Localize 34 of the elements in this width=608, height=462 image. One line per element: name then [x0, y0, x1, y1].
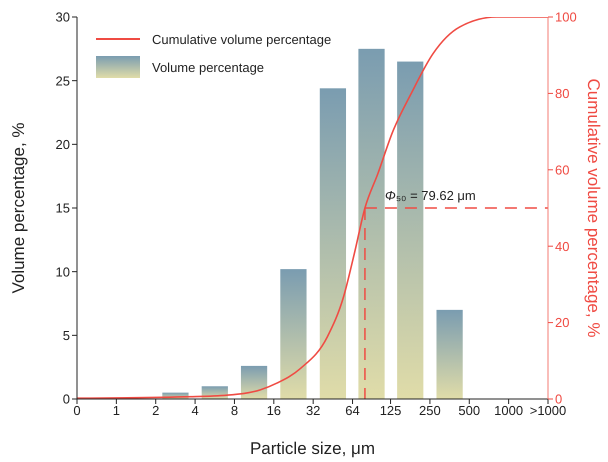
x-tick-label: 1 — [112, 403, 120, 418]
x-tick-label: 500 — [458, 403, 480, 418]
y-tick-label: 0 — [62, 392, 70, 407]
x-tick-label: 32 — [306, 403, 320, 418]
y-tick-label: 10 — [56, 264, 70, 280]
y2-tick-label: 40 — [555, 238, 570, 254]
y-tick-label: 5 — [62, 328, 70, 343]
y2-tick-label: 80 — [555, 86, 570, 102]
y-tick-label: 30 — [56, 10, 70, 25]
y2-tick-label: 100 — [555, 10, 577, 25]
legend-label: Volume percentage — [152, 60, 264, 74]
x-tick-label: 125 — [380, 403, 402, 418]
x-tick-label: 2 — [152, 403, 160, 418]
y2-tick-label: 20 — [555, 315, 570, 330]
y-axis-title: Volume percentage, % — [9, 122, 28, 294]
y-tick-label: 25 — [56, 73, 70, 88]
x-tick-label: 0 — [73, 403, 81, 418]
y2-axis-title: Cumulative volume percentage, % — [584, 78, 603, 338]
bar — [240, 366, 268, 399]
x-tick-label: 16 — [266, 403, 282, 418]
x-tick-label: 250 — [419, 403, 441, 418]
bar — [397, 62, 424, 399]
x-axis-title: Particle size, μm — [250, 439, 376, 458]
bar — [436, 310, 463, 399]
x-tick-label: 1000 — [494, 403, 524, 418]
legend-label: Cumulative volume percentage — [152, 32, 332, 46]
y-tick-label: 15 — [56, 200, 70, 216]
bar — [280, 269, 307, 399]
bar — [320, 88, 346, 399]
x-tick-label: 4 — [191, 403, 199, 418]
x-tick-label: 8 — [230, 403, 238, 418]
x-tick-label: 64 — [345, 403, 360, 418]
y-tick-label: 20 — [56, 136, 70, 152]
y2-tick-label: 60 — [555, 162, 570, 178]
